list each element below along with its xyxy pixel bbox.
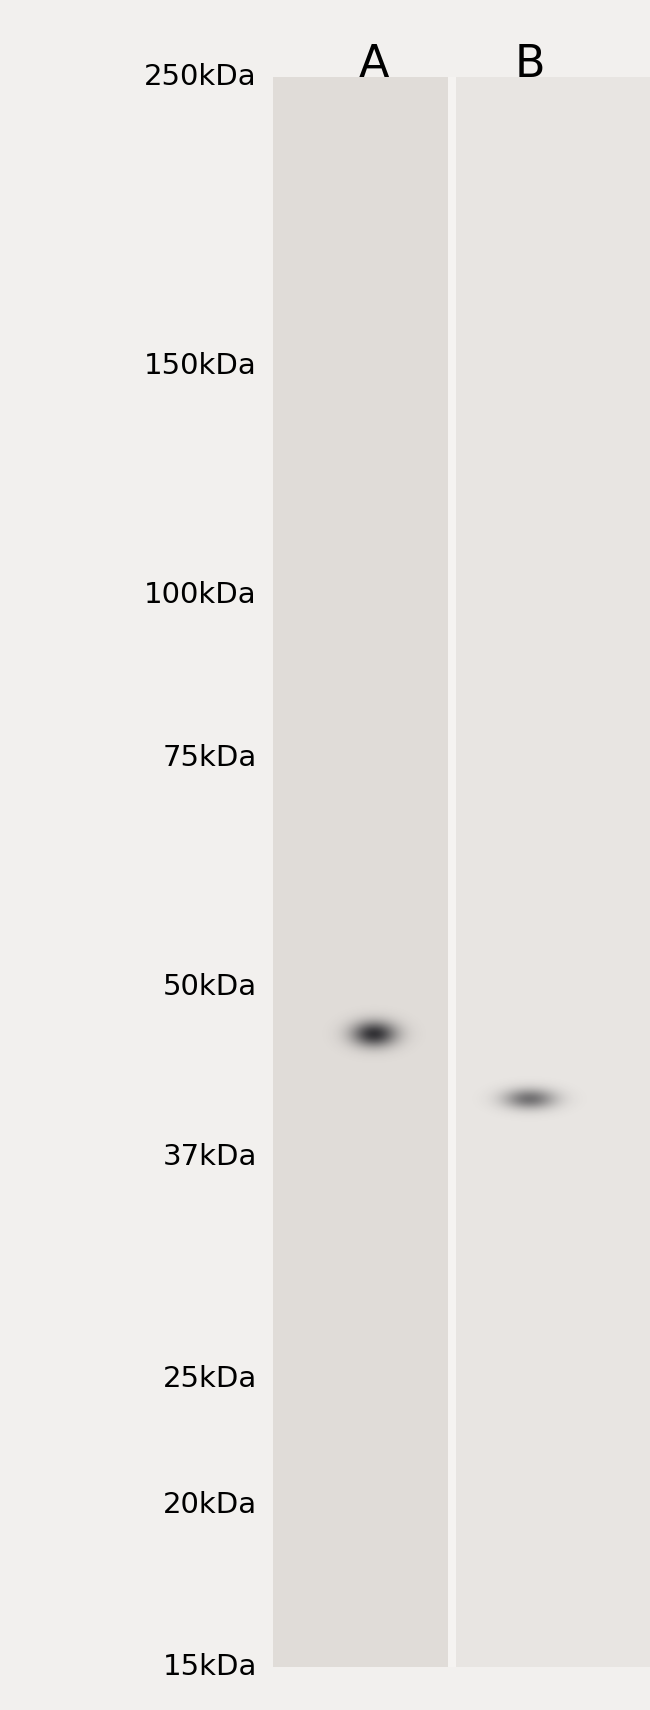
Bar [273, 77, 452, 1667]
Bar [452, 77, 650, 1667]
Text: B: B [515, 43, 545, 86]
Text: 37kDa: 37kDa [162, 1142, 257, 1171]
Text: 75kDa: 75kDa [162, 744, 257, 771]
Text: 250kDa: 250kDa [144, 63, 257, 91]
Text: A: A [359, 43, 389, 86]
Text: 20kDa: 20kDa [162, 1491, 257, 1518]
Text: 50kDa: 50kDa [162, 973, 257, 1000]
Text: 15kDa: 15kDa [162, 1654, 257, 1681]
Text: 150kDa: 150kDa [144, 352, 257, 380]
Text: 100kDa: 100kDa [144, 581, 257, 609]
Bar [448, 77, 456, 1667]
Text: 25kDa: 25kDa [162, 1365, 257, 1392]
